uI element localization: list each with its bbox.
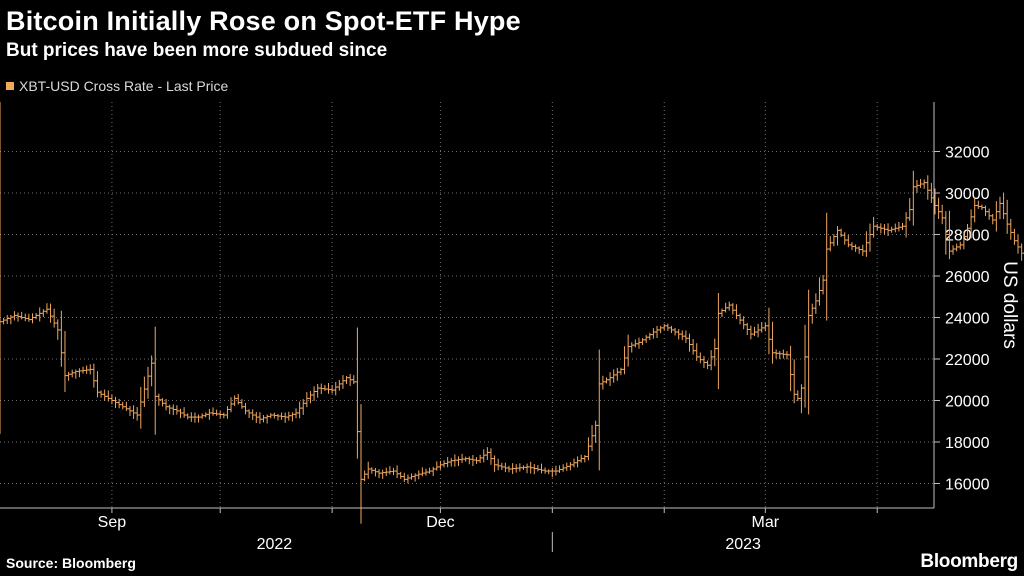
y-tick-label: 20000	[945, 394, 990, 411]
price-series	[0, 102, 1024, 524]
bloomberg-logo: Bloomberg	[920, 551, 1018, 572]
y-tick-label: 24000	[945, 311, 990, 328]
y-tick-label: 16000	[945, 477, 990, 494]
y-tick-label: 30000	[945, 186, 990, 203]
legend: XBT-USD Cross Rate - Last Price	[6, 78, 228, 94]
x-month-label: Dec	[426, 514, 454, 531]
legend-label: XBT-USD Cross Rate - Last Price	[19, 78, 229, 94]
y-axis-title: US dollars	[999, 261, 1020, 349]
x-month-label: Mar	[752, 514, 780, 531]
source-note: Source: Bloomberg	[6, 555, 136, 571]
x-year-label: 2023	[725, 536, 761, 553]
x-month-label: Sep	[98, 514, 127, 531]
chart-subtitle: But prices have been more subdued since	[6, 40, 388, 61]
y-tick-label: 22000	[945, 352, 990, 369]
y-tick-label: 26000	[945, 269, 990, 286]
x-year-label: 2022	[257, 536, 293, 553]
chart-title: Bitcoin Initially Rose on Spot-ETF Hype	[6, 6, 521, 36]
y-tick-label: 18000	[945, 435, 990, 452]
y-tick-label: 32000	[945, 145, 990, 162]
legend-swatch	[6, 82, 14, 90]
